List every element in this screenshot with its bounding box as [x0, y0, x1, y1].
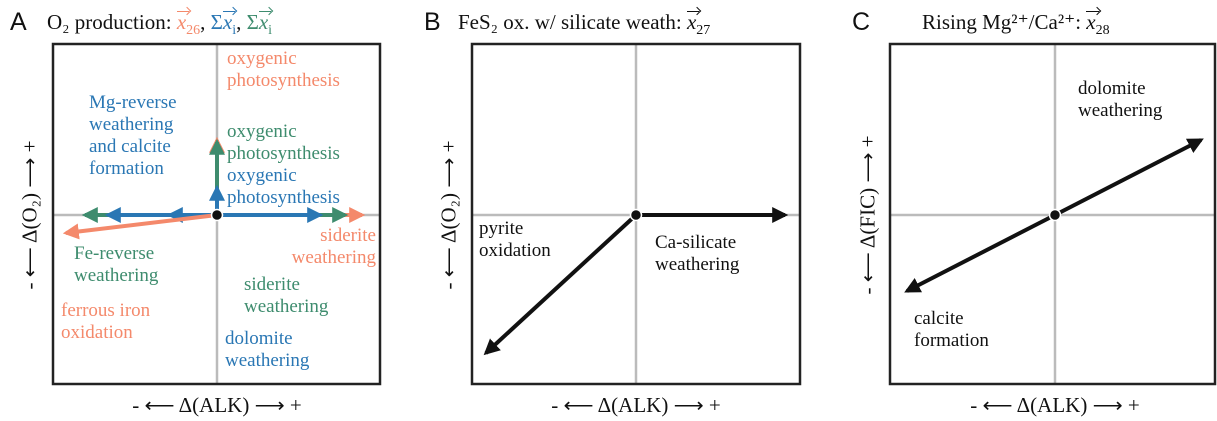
panel-frames: [51, 42, 1217, 386]
x-axis-label: - ⟵ Δ(ALK) ⟶ +: [132, 393, 302, 417]
label-line: and calcite: [89, 136, 171, 157]
panel-letter: A: [10, 8, 27, 36]
vector-symbol: xi: [222, 10, 237, 39]
x-axis-label: - ⟵ Δ(ALK) ⟶ +: [970, 393, 1140, 417]
y-axis-label: - ⟵ Δ(FIC) ⟶ +: [855, 135, 880, 295]
vector-label: siderite weathering: [292, 225, 376, 269]
vector-label: oxygenic photosynthesis: [227, 121, 340, 165]
vector-symbol: x28: [1086, 10, 1110, 39]
title-text: Σ: [210, 10, 223, 34]
label-line: weathering: [74, 265, 159, 286]
vector-symbol: x27: [686, 10, 711, 39]
title-text: Σ: [246, 10, 259, 34]
label-line: oxidation: [479, 240, 551, 261]
vector-label: oxygenic photosynthesis: [227, 165, 340, 209]
label-line: pyrite: [479, 218, 524, 239]
vector-label: siderite weathering: [244, 274, 328, 318]
label-line: Fe-reverse: [74, 243, 155, 264]
vector-symbol: xi: [258, 10, 273, 39]
label-line: oxygenic: [227, 165, 297, 186]
panel-title: Rising Mg²⁺/Ca²⁺: x28: [922, 10, 1110, 39]
title-text: O₂ production:: [47, 10, 177, 34]
vector-label: dolomite weathering: [225, 328, 309, 372]
label-line: Mg-reverse: [89, 92, 177, 113]
vector-subscript: 26: [186, 23, 201, 39]
label-line: formation: [89, 158, 164, 179]
vector-label: pyrite oxidation: [479, 218, 551, 262]
label-line: weathering: [89, 114, 174, 135]
label-line: formation: [914, 330, 989, 351]
vector-symbol: x26: [176, 10, 201, 39]
vector-label: calcite formation: [914, 308, 989, 352]
x-axis-label: - ⟵ Δ(ALK) ⟶ +: [551, 393, 721, 417]
panel-title: O₂ production: x26, Σxi, Σxi: [47, 10, 272, 39]
y-axis-label: - ⟵ Δ(O₂) ⟶ +: [17, 140, 42, 290]
vector-name: x: [686, 10, 700, 34]
label-line: calcite: [914, 308, 964, 329]
label-line: weathering: [1078, 100, 1163, 121]
label-line: oxygenic: [227, 48, 297, 69]
vector-label: Fe-reverse weathering: [74, 243, 158, 287]
label-line: Ca-silicate: [655, 232, 737, 253]
label-line: ferrous iron: [61, 300, 151, 321]
title-text: Rising Mg²⁺/Ca²⁺:: [922, 10, 1087, 34]
vector-label: dolomite weathering: [1078, 78, 1162, 122]
label-line: weathering: [655, 254, 740, 275]
label-line: siderite: [320, 225, 376, 246]
vectors-bc: [483, 138, 1204, 356]
vector-name: x: [1086, 10, 1100, 34]
panel-letter: B: [424, 8, 441, 36]
vector-name: x: [258, 10, 272, 34]
title-text: FeS₂ ox. w/ silicate weath:: [458, 10, 687, 34]
label-line: dolomite: [225, 328, 293, 349]
vector-subscript: 27: [696, 23, 711, 39]
vector-subscript: 28: [1095, 23, 1110, 39]
title-text: ,: [200, 10, 211, 34]
label-line: weathering: [244, 296, 329, 317]
label-line: siderite: [244, 274, 300, 295]
vector-label: oxygenic photosynthesis: [227, 48, 340, 92]
vector-subscript: i: [232, 23, 237, 39]
y-axis-label: - ⟵ Δ(O₂) ⟶ +: [436, 140, 461, 290]
label-line: dolomite: [1078, 78, 1146, 99]
label-line: weathering: [225, 350, 310, 371]
vector-label: Mg-reverse weathering and calcite formation: [89, 92, 177, 180]
vectors-a: [62, 136, 366, 240]
panel-letter: C: [852, 8, 871, 36]
label-line: oxidation: [61, 322, 133, 343]
panel-title: FeS₂ ox. w/ silicate weath: x27: [458, 10, 710, 39]
label-line: photosynthesis: [227, 70, 340, 91]
vector-subscript: i: [268, 23, 273, 39]
label-line: photosynthesis: [227, 143, 340, 164]
vector-name: x: [176, 10, 190, 34]
label-line: photosynthesis: [227, 187, 340, 208]
vector-name: x: [222, 10, 236, 34]
vector-label: Ca-silicate weathering: [655, 232, 739, 276]
origin-dots: [210, 208, 1062, 222]
title-text: ,: [236, 10, 247, 34]
vector-label: ferrous iron oxidation: [61, 300, 150, 344]
label-line: weathering: [291, 247, 376, 268]
label-line: oxygenic: [227, 121, 297, 142]
